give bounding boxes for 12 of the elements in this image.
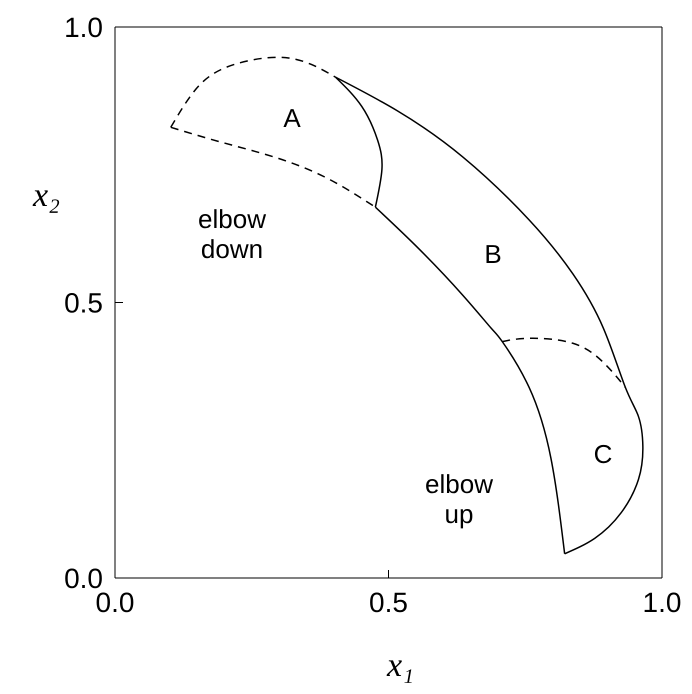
y-tick-label: 0.0 bbox=[64, 562, 103, 594]
x-tick-label: 1.0 bbox=[642, 586, 682, 618]
y-tick-label: 1.0 bbox=[64, 12, 103, 43]
annotation: C bbox=[592, 439, 614, 469]
x-tick-label: 0.5 bbox=[369, 586, 408, 618]
annotation: elbow up bbox=[424, 469, 494, 529]
annotation: A bbox=[282, 103, 302, 133]
annotation: B bbox=[483, 239, 503, 269]
annotation: elbow down bbox=[197, 204, 267, 264]
y-axis-title: x₂ bbox=[32, 177, 60, 214]
x-axis-title: x₁ bbox=[386, 647, 414, 684]
y-tick-label: 0.5 bbox=[64, 287, 103, 318]
